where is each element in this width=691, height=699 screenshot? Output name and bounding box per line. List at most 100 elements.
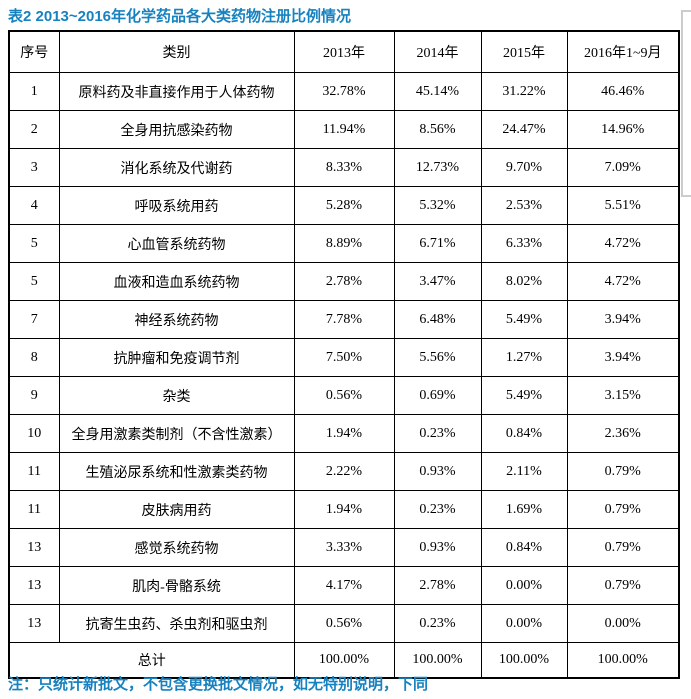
value-cell: 1.27% — [480, 338, 568, 377]
table-total-row: 总计 100.00% 100.00% 100.00% 100.00% — [8, 642, 680, 679]
value-cell: 6.33% — [480, 224, 568, 263]
value-cell: 32.78% — [293, 72, 395, 111]
value-cell: 0.56% — [293, 604, 395, 643]
seq-cell: 9 — [8, 376, 60, 415]
table-row: 2 全身用抗感染药物 11.94% 8.56% 24.47% 14.96% — [8, 110, 680, 149]
seq-cell: 13 — [8, 566, 60, 605]
value-cell: 5.49% — [480, 300, 568, 339]
table-row: 7 神经系统药物 7.78% 6.48% 5.49% 3.94% — [8, 300, 680, 339]
value-cell: 2.78% — [293, 262, 395, 301]
category-cell: 抗寄生虫药、杀虫剂和驱虫剂 — [58, 604, 295, 643]
footnote: 注：只统计新批文，不包含更换批文情况，如无特别说明，下同 — [8, 676, 429, 693]
header-2013: 2013年 — [293, 30, 395, 73]
value-cell: 2.78% — [393, 566, 482, 605]
seq-cell: 1 — [8, 72, 60, 111]
seq-cell: 4 — [8, 186, 60, 225]
value-cell: 8.89% — [293, 224, 395, 263]
seq-cell: 5 — [8, 224, 60, 263]
value-cell: 0.79% — [566, 528, 680, 567]
category-cell: 心血管系统药物 — [58, 224, 295, 263]
seq-cell: 11 — [8, 490, 60, 529]
value-cell: 4.72% — [566, 262, 680, 301]
value-cell: 2.36% — [566, 414, 680, 453]
table-row: 5 心血管系统药物 8.89% 6.71% 6.33% 4.72% — [8, 224, 680, 263]
category-cell: 呼吸系统用药 — [58, 186, 295, 225]
table-header-row: 序号 类别 2013年 2014年 2015年 2016年1~9月 — [8, 30, 680, 73]
seq-cell: 13 — [8, 528, 60, 567]
value-cell: 3.15% — [566, 376, 680, 415]
value-cell: 24.47% — [480, 110, 568, 149]
value-cell: 6.71% — [393, 224, 482, 263]
category-cell: 抗肿瘤和免疫调节剂 — [58, 338, 295, 377]
value-cell: 3.47% — [393, 262, 482, 301]
category-cell: 生殖泌尿系统和性激素类药物 — [58, 452, 295, 491]
table-row: 11 皮肤病用药 1.94% 0.23% 1.69% 0.79% — [8, 490, 680, 529]
total-value-cell: 100.00% — [480, 642, 568, 679]
value-cell: 0.23% — [393, 414, 482, 453]
category-cell: 全身用抗感染药物 — [58, 110, 295, 149]
value-cell: 0.93% — [393, 528, 482, 567]
value-cell: 0.79% — [566, 566, 680, 605]
category-cell: 杂类 — [58, 376, 295, 415]
category-cell: 血液和造血系统药物 — [58, 262, 295, 301]
value-cell: 1.94% — [293, 490, 395, 529]
value-cell: 8.56% — [393, 110, 482, 149]
seq-cell: 3 — [8, 148, 60, 187]
table-row: 1 原料药及非直接作用于人体药物 32.78% 45.14% 31.22% 46… — [8, 72, 680, 111]
value-cell: 46.46% — [566, 72, 680, 111]
value-cell: 3.94% — [566, 338, 680, 377]
header-2014: 2014年 — [393, 30, 482, 73]
value-cell: 14.96% — [566, 110, 680, 149]
value-cell: 5.56% — [393, 338, 482, 377]
seq-cell: 13 — [8, 604, 60, 643]
value-cell: 45.14% — [393, 72, 482, 111]
header-2015: 2015年 — [480, 30, 568, 73]
seq-cell: 7 — [8, 300, 60, 339]
category-cell: 肌肉-骨骼系统 — [58, 566, 295, 605]
table-row: 3 消化系统及代谢药 8.33% 12.73% 9.70% 7.09% — [8, 148, 680, 187]
value-cell: 0.79% — [566, 490, 680, 529]
table-row: 13 感觉系统药物 3.33% 0.93% 0.84% 0.79% — [8, 528, 680, 567]
seq-cell: 2 — [8, 110, 60, 149]
seq-cell: 11 — [8, 452, 60, 491]
value-cell: 0.00% — [480, 566, 568, 605]
seq-cell: 5 — [8, 262, 60, 301]
value-cell: 3.94% — [566, 300, 680, 339]
category-cell: 感觉系统药物 — [58, 528, 295, 567]
table-row: 9 杂类 0.56% 0.69% 5.49% 3.15% — [8, 376, 680, 415]
value-cell: 1.69% — [480, 490, 568, 529]
value-cell: 2.53% — [480, 186, 568, 225]
value-cell: 0.23% — [393, 604, 482, 643]
category-cell: 原料药及非直接作用于人体药物 — [58, 72, 295, 111]
category-cell: 神经系统药物 — [58, 300, 295, 339]
total-value-cell: 100.00% — [566, 642, 680, 679]
seq-cell: 8 — [8, 338, 60, 377]
header-category: 类别 — [58, 30, 295, 73]
value-cell: 0.84% — [480, 414, 568, 453]
category-cell: 皮肤病用药 — [58, 490, 295, 529]
value-cell: 8.02% — [480, 262, 568, 301]
total-value-cell: 100.00% — [293, 642, 395, 679]
table-row: 4 呼吸系统用药 5.28% 5.32% 2.53% 5.51% — [8, 186, 680, 225]
value-cell: 5.28% — [293, 186, 395, 225]
value-cell: 7.50% — [293, 338, 395, 377]
value-cell: 12.73% — [393, 148, 482, 187]
value-cell: 5.32% — [393, 186, 482, 225]
header-2016: 2016年1~9月 — [566, 30, 680, 73]
value-cell: 4.72% — [566, 224, 680, 263]
table-row: 11 生殖泌尿系统和性激素类药物 2.22% 0.93% 2.11% 0.79% — [8, 452, 680, 491]
table-row: 13 抗寄生虫药、杀虫剂和驱虫剂 0.56% 0.23% 0.00% 0.00% — [8, 604, 680, 643]
value-cell: 2.22% — [293, 452, 395, 491]
value-cell: 7.09% — [566, 148, 680, 187]
value-cell: 0.84% — [480, 528, 568, 567]
header-seq: 序号 — [8, 30, 60, 73]
table-row: 8 抗肿瘤和免疫调节剂 7.50% 5.56% 1.27% 3.94% — [8, 338, 680, 377]
value-cell: 5.49% — [480, 376, 568, 415]
category-cell: 消化系统及代谢药 — [58, 148, 295, 187]
value-cell: 0.56% — [293, 376, 395, 415]
value-cell: 9.70% — [480, 148, 568, 187]
value-cell: 1.94% — [293, 414, 395, 453]
value-cell: 0.23% — [393, 490, 482, 529]
value-cell: 0.00% — [480, 604, 568, 643]
value-cell: 7.78% — [293, 300, 395, 339]
